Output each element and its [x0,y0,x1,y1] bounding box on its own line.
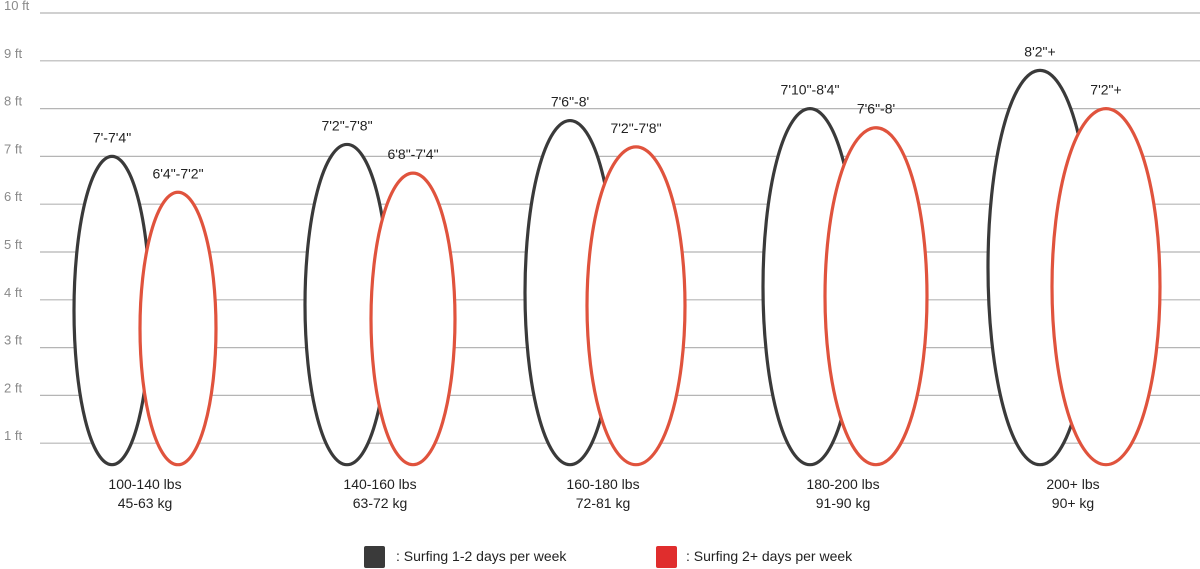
y-tick-label: 2 ft [4,380,22,395]
y-tick-label: 10 ft [4,0,30,13]
category-weight-kg: 63-72 kg [353,495,407,511]
board-size-label-1-2-days: 7'2"-7'8" [321,117,372,133]
y-tick-label: 8 ft [4,94,22,109]
board-size-label-1-2-days: 7'6"-8' [551,94,589,110]
category-weight-kg: 72-81 kg [576,495,630,511]
board-size-label-2plus-days: 6'8"-7'4" [387,146,438,162]
board-size-labels: 7'-7'4" 6'4"-7'2" 7'2"-7'8" 6'8"-7'4" 7'6"-8… [93,43,1122,181]
y-tick-label: 6 ft [4,189,22,204]
legend-label-2plus-days: : Surfing 2+ days per week [686,548,853,564]
legend-label-1-2-days: : Surfing 1-2 days per week [396,548,567,564]
board-size-label-2plus-days: 7'6"-8' [857,101,895,117]
board-size-label-2plus-days: 7'2"+ [1090,82,1121,98]
board-2plus-days [1050,107,1162,467]
board-2plus-days [823,126,929,467]
category-weight-lbs: 140-160 lbs [343,476,416,492]
board-size-label-1-2-days: 7'10"-8'4" [781,82,840,98]
board-size-label-2plus-days: 7'2"-7'8" [610,120,661,136]
board-size-label-1-2-days: 8'2"+ [1024,43,1055,59]
legend: : Surfing 1-2 days per week : Surfing 2+… [364,546,853,568]
category-weight-lbs: 100-140 lbs [108,476,181,492]
category-weight-lbs: 160-180 lbs [566,476,639,492]
y-tick-label: 4 ft [4,285,22,300]
category-weight-kg: 45-63 kg [118,495,172,511]
board-2plus-days [369,171,457,467]
y-tick-label: 7 ft [4,141,22,156]
y-tick-label: 5 ft [4,237,22,252]
y-tick-label: 1 ft [4,428,22,443]
board-2plus-days [585,145,687,467]
y-tick-label: 3 ft [4,333,22,348]
board-size-label-1-2-days: 7'-7'4" [93,129,131,145]
category-labels: 100-140 lbs 45-63 kg 140-160 lbs 63-72 kg 16… [108,476,1099,511]
y-tick-label: 9 ft [4,46,22,61]
board-2plus-days [138,190,218,467]
board-size-label-2plus-days: 6'4"-7'2" [152,165,203,181]
y-axis-ticks: 1 ft 2 ft 3 ft 4 ft 5 ft 6 ft 7 ft 8 ft 9 ft 10 f… [4,0,30,443]
legend-swatch-1-2-days [364,546,385,568]
legend-swatch-2plus-days [656,546,677,568]
category-weight-kg: 90+ kg [1052,495,1094,511]
category-weight-lbs: 200+ lbs [1046,476,1099,492]
category-weight-kg: 91-90 kg [816,495,870,511]
board-layer [72,68,1162,467]
board-1-2-days [72,154,152,467]
category-weight-lbs: 180-200 lbs [806,476,879,492]
